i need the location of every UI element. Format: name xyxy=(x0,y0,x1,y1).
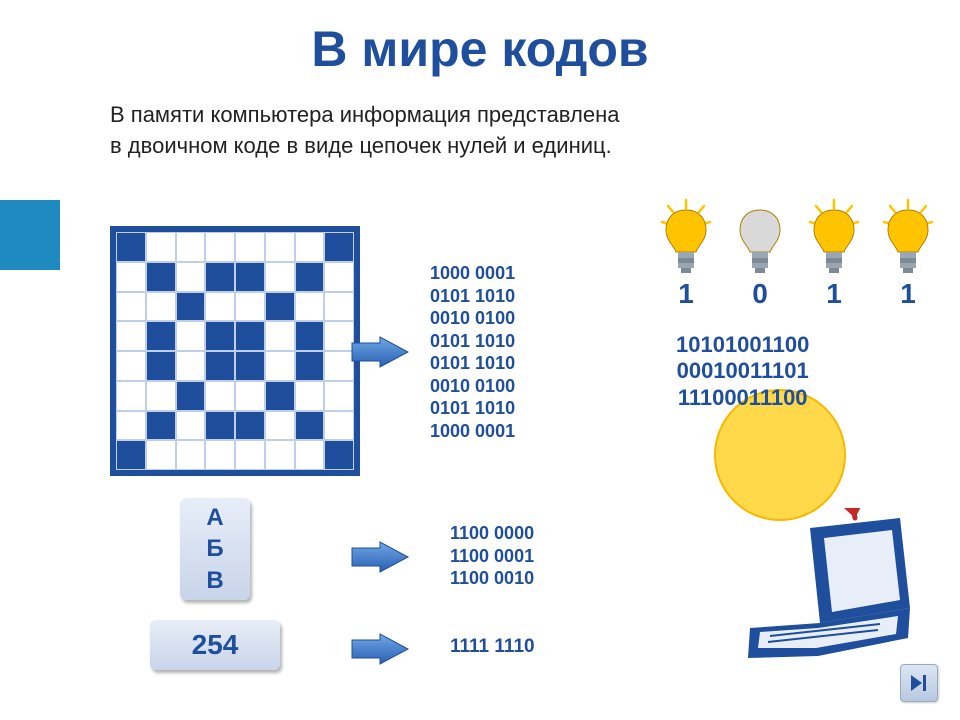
pixel-cell xyxy=(324,262,354,292)
subtitle: В памяти компьютера информация представл… xyxy=(110,100,910,162)
pixel-cell xyxy=(116,292,146,322)
pixel-cell xyxy=(176,232,206,262)
bulb: 1 xyxy=(880,198,936,310)
pixel-cell xyxy=(324,381,354,411)
bulb-digit: 0 xyxy=(752,278,768,310)
pixel-cell xyxy=(176,262,206,292)
pixel-cell xyxy=(116,232,146,262)
pixel-cell xyxy=(295,262,325,292)
lightbulb-icon xyxy=(658,198,714,276)
forward-icon xyxy=(908,672,930,694)
arrow-icon xyxy=(350,632,410,666)
pixel-cell xyxy=(235,292,265,322)
pixel-cell xyxy=(265,411,295,441)
pixel-cell xyxy=(205,292,235,322)
pixel-cell xyxy=(116,262,146,292)
pixel-cell xyxy=(235,321,265,351)
pixel-cell xyxy=(235,232,265,262)
letter: В xyxy=(206,565,223,596)
pixel-cell xyxy=(265,262,295,292)
pixel-cell xyxy=(324,292,354,322)
pixel-cell xyxy=(205,440,235,470)
pixel-cell xyxy=(295,232,325,262)
binary-block-letters: 1100 0000 1100 0001 1100 0010 xyxy=(450,522,534,590)
pixel-cell xyxy=(295,411,325,441)
pixel-cell xyxy=(116,440,146,470)
letter: Б xyxy=(206,533,223,564)
bulb: 0 xyxy=(732,198,788,310)
pixel-cell xyxy=(176,440,206,470)
bulb: 1 xyxy=(806,198,862,310)
pixel-cell xyxy=(205,262,235,292)
computer-icon xyxy=(740,508,920,678)
arrow-icon xyxy=(350,335,410,369)
pixel-cell xyxy=(295,321,325,351)
side-accent-bar xyxy=(0,200,60,270)
pixel-cell xyxy=(176,321,206,351)
pixel-cell xyxy=(146,262,176,292)
pixel-cell xyxy=(265,440,295,470)
pixel-cell xyxy=(235,440,265,470)
pixel-cell xyxy=(146,292,176,322)
pixel-cell xyxy=(265,292,295,322)
letters-box: А Б В xyxy=(180,498,250,600)
pixel-cell xyxy=(324,440,354,470)
pixel-cell xyxy=(295,381,325,411)
next-button[interactable] xyxy=(900,664,938,702)
pixel-cell xyxy=(176,411,206,441)
pixel-cell xyxy=(295,292,325,322)
pixel-cell xyxy=(146,411,176,441)
pixel-cell xyxy=(205,232,235,262)
number-box: 254 xyxy=(150,620,280,670)
bulb-digit: 1 xyxy=(826,278,842,310)
pixel-cell xyxy=(295,440,325,470)
pixel-cell xyxy=(146,232,176,262)
pixel-cell xyxy=(116,381,146,411)
bulb-digit: 1 xyxy=(900,278,916,310)
pixel-cell xyxy=(265,232,295,262)
subtitle-line-1: В памяти компьютера информация представл… xyxy=(110,102,619,127)
pixel-cell xyxy=(146,381,176,411)
pixel-cell xyxy=(146,440,176,470)
pixel-cell xyxy=(176,292,206,322)
pixel-cell xyxy=(146,351,176,381)
letter: А xyxy=(206,502,223,533)
bulb-digit: 1 xyxy=(678,278,694,310)
binary-block-number: 1111 1110 xyxy=(450,635,535,659)
pixel-cell xyxy=(235,262,265,292)
pixel-cell xyxy=(146,321,176,351)
lightbulb-icon xyxy=(732,198,788,276)
pixel-cell xyxy=(235,351,265,381)
pixel-cell xyxy=(116,351,146,381)
pixel-grid xyxy=(110,226,360,476)
pixel-cell xyxy=(205,411,235,441)
pixel-cell xyxy=(116,411,146,441)
pixel-cell xyxy=(295,351,325,381)
pixel-cell xyxy=(265,321,295,351)
pixel-cell xyxy=(176,381,206,411)
pixel-cell xyxy=(265,351,295,381)
lightbulb-icon xyxy=(880,198,936,276)
pixel-cell xyxy=(176,351,206,381)
pixel-cell xyxy=(205,381,235,411)
arrow-icon xyxy=(350,540,410,574)
pixel-cell xyxy=(265,381,295,411)
pixel-cell xyxy=(205,351,235,381)
bulbs-row: 1 0 1 1 xyxy=(658,198,936,310)
bulb: 1 xyxy=(658,198,714,310)
lightbulb-icon xyxy=(806,198,862,276)
pixel-cell xyxy=(205,321,235,351)
binary-stack: 10101001100 00010011101 11100011100 xyxy=(676,332,809,411)
pixel-cell xyxy=(116,321,146,351)
subtitle-line-2: в двоичном коде в виде цепочек нулей и е… xyxy=(110,133,612,158)
pixel-cell xyxy=(235,381,265,411)
pixel-cell xyxy=(324,232,354,262)
pixel-cell xyxy=(324,411,354,441)
page-title: В мире кодов xyxy=(0,20,960,78)
binary-block-grid: 1000 0001 0101 1010 0010 0100 0101 1010 … xyxy=(430,262,515,442)
pixel-cell xyxy=(235,411,265,441)
